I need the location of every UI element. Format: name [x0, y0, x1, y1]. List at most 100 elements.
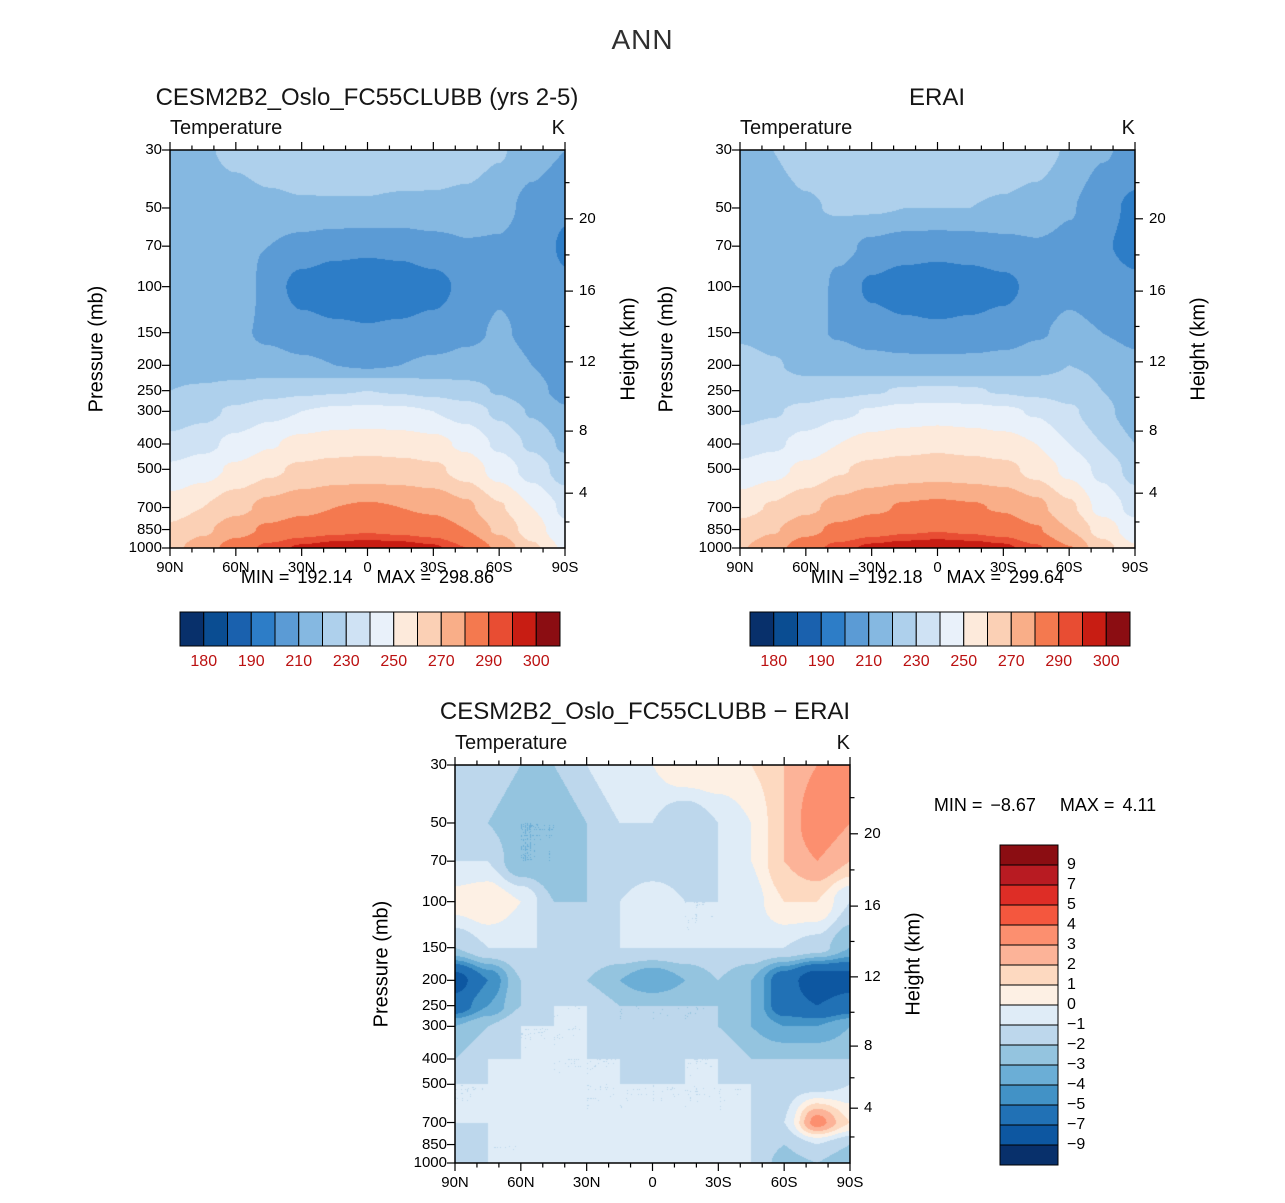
pressure-tick-label: 150 [136, 323, 162, 341]
lat-tick-label: 60N [792, 559, 820, 576]
min-label: MIN = [810, 567, 860, 587]
lat-tick-label: 30S [704, 1174, 732, 1191]
lat-tick-label: 0 [648, 1174, 657, 1191]
colorbar-cell [844, 611, 870, 647]
colorbar-cell [1034, 611, 1060, 647]
lat-tick-label: 60S [1055, 559, 1083, 576]
height-tick-label: 8 [1149, 422, 1158, 440]
colorbar-tick-label: 7 [1067, 876, 1076, 893]
colorbar-cell [749, 611, 775, 647]
pressure-tick-label: 700 [706, 498, 732, 516]
colorbar-cell [820, 611, 846, 647]
colorbar-cell [227, 611, 252, 647]
pressure-tick-label: 30 [715, 141, 732, 158]
pressure-tick-label: 250 [706, 381, 732, 399]
pressure-tick-label: 400 [136, 434, 162, 452]
max-value: 299.64 [1009, 567, 1065, 587]
panel-cesm-units-label: K [551, 117, 565, 139]
panel-diff-title: CESM2B2_Oslo_FC55CLUBB − ERAI [439, 698, 851, 725]
colorbar-cell [999, 1124, 1059, 1146]
height-tick-label: 20 [579, 209, 596, 227]
height-tick-label: 4 [1149, 484, 1158, 502]
lat-tick-label: 90N [726, 559, 754, 576]
pressure-tick-label: 250 [136, 381, 162, 399]
pressure-tick-label: 70 [715, 237, 732, 255]
colorbar-tick-label: 3 [1067, 936, 1076, 953]
min-value: 192.14 [297, 567, 353, 587]
colorbar-cell [999, 1144, 1059, 1166]
colorbar-cell [464, 611, 490, 647]
height-tick-label: 4 [864, 1099, 873, 1117]
colorbar-cell [999, 964, 1059, 986]
panel-cesm-title: CESM2B2_Oslo_FC55CLUBB (yrs 2-5) [155, 84, 579, 111]
pressure-tick-label: 850 [136, 520, 162, 538]
min-label: MIN = [240, 567, 290, 587]
lat-tick-label: 0 [363, 559, 372, 576]
pressure-tick-label: 400 [421, 1049, 447, 1067]
colorbar-cell [999, 1024, 1059, 1046]
colorbar-cell [203, 611, 228, 647]
colorbar-tick-label: 0 [1067, 996, 1076, 1013]
panel-erai-title: ERAI [908, 84, 965, 111]
lat-tick-label: 30S [989, 559, 1017, 576]
colorbar-cell [393, 611, 418, 647]
lat-tick-label: 60S [770, 1174, 798, 1191]
colorbar-cell [999, 1004, 1059, 1026]
colorbar-tick-label: 9 [1067, 856, 1076, 873]
colorbar-cell [1105, 611, 1131, 647]
max-label: MAX = [376, 567, 432, 587]
pressure-tick-label: 150 [421, 938, 447, 956]
panel-erai-variable-label: Temperature [740, 117, 853, 139]
colorbar-tick-label: −9 [1067, 1136, 1086, 1153]
colorbar-tick-label: 250 [380, 653, 408, 670]
colorbar-cell [987, 611, 1012, 647]
pressure-tick-label: 500 [706, 460, 732, 478]
lat-tick-label: 30N [287, 559, 316, 576]
panel-diff-minmax: MIN = −8.67 MAX = 4.11 [880, 795, 1210, 816]
panel-cesm-subtitle-row: Temperature K [170, 117, 565, 140]
height-tick-label: 4 [579, 484, 588, 502]
colorbar-tick-label: 190 [807, 653, 835, 670]
height-tick-label: 16 [579, 282, 596, 300]
pressure-tick-label: 400 [706, 434, 732, 452]
colorbar-cell [999, 1044, 1059, 1066]
height-tick-label: 12 [579, 352, 596, 370]
panel-erai-subtitle-row: Temperature K [740, 117, 1135, 140]
lat-tick-label: 60N [222, 559, 250, 576]
pressure-tick-label: 500 [421, 1075, 447, 1093]
colorbar-cell [773, 611, 798, 647]
colorbar-cell [298, 611, 323, 647]
colorbar-tick-label: −2 [1067, 1036, 1086, 1053]
colorbar-cell [797, 611, 822, 647]
colorbar-tick-label: 270 [997, 653, 1025, 670]
height-tick-label: 12 [1149, 352, 1166, 370]
colorbar-tick-label: 290 [475, 653, 503, 670]
colorbar-tick-label: −3 [1067, 1056, 1086, 1073]
pressure-tick-label: 50 [715, 198, 732, 216]
pressure-tick-label: 700 [136, 498, 162, 516]
colorbar-tick-label: 300 [522, 653, 550, 670]
colorbar-cell [999, 844, 1059, 866]
max-value: 298.86 [439, 567, 495, 587]
min-value: −8.67 [990, 795, 1036, 815]
pressure-tick-label: 850 [706, 520, 732, 538]
colorbar-erai [749, 611, 1131, 647]
pressure-tick-label: 150 [706, 323, 732, 341]
colorbar-tick-label: 250 [950, 653, 978, 670]
pressure-tick-label: 300 [421, 1017, 447, 1035]
max-label: MAX = [946, 567, 1002, 587]
field-canvas-diff [455, 765, 850, 1163]
lat-tick-label: 90S [836, 1174, 864, 1191]
lat-tick-label: 60N [507, 1174, 535, 1191]
lat-tick-label: 30N [857, 559, 886, 576]
pressure-tick-label: 50 [145, 198, 162, 216]
pressure-tick-label: 70 [145, 237, 162, 255]
panel-diff-units-label: K [836, 732, 850, 754]
colorbar-cell [345, 611, 371, 647]
colorbar-tick-label: 230 [902, 653, 930, 670]
colorbar-cell [512, 611, 537, 647]
max-label: MAX = [1059, 795, 1115, 815]
pressure-tick-label: 250 [421, 996, 447, 1014]
colorbar-cell [417, 611, 442, 647]
